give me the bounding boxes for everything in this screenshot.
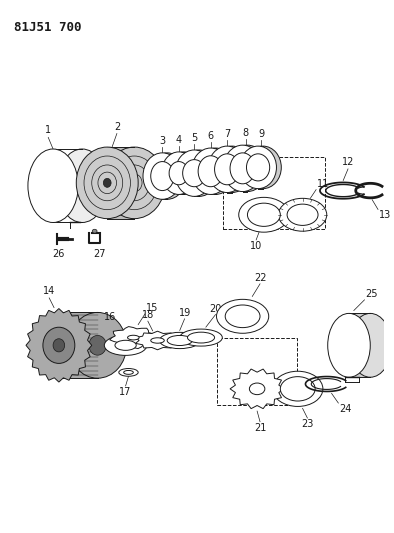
- Ellipse shape: [28, 149, 78, 222]
- Polygon shape: [26, 309, 92, 382]
- Ellipse shape: [57, 149, 107, 222]
- Text: 16: 16: [104, 312, 116, 322]
- Text: 19: 19: [178, 308, 191, 318]
- Ellipse shape: [249, 383, 265, 394]
- Text: 22: 22: [254, 273, 266, 283]
- Ellipse shape: [247, 154, 269, 181]
- Ellipse shape: [287, 204, 318, 225]
- Bar: [223, 157, 325, 229]
- Text: 81J51 700: 81J51 700: [15, 21, 82, 34]
- Text: 4: 4: [176, 135, 182, 145]
- Text: 8: 8: [242, 128, 249, 139]
- Ellipse shape: [151, 161, 174, 191]
- Ellipse shape: [143, 153, 182, 199]
- Ellipse shape: [188, 332, 215, 343]
- Ellipse shape: [280, 377, 315, 401]
- Ellipse shape: [162, 152, 196, 195]
- Ellipse shape: [148, 153, 186, 199]
- Ellipse shape: [230, 153, 255, 184]
- Text: 18: 18: [142, 310, 154, 320]
- Ellipse shape: [43, 327, 75, 364]
- Ellipse shape: [213, 146, 251, 192]
- Ellipse shape: [239, 197, 289, 232]
- Ellipse shape: [169, 161, 188, 185]
- Text: 21: 21: [254, 423, 266, 433]
- Ellipse shape: [160, 333, 200, 349]
- Text: 14: 14: [43, 286, 55, 296]
- Ellipse shape: [151, 338, 164, 343]
- Text: 10: 10: [250, 241, 262, 251]
- Ellipse shape: [92, 229, 97, 233]
- Ellipse shape: [124, 370, 133, 374]
- Ellipse shape: [53, 339, 65, 352]
- Text: 13: 13: [379, 211, 391, 221]
- Ellipse shape: [215, 154, 240, 185]
- Text: 23: 23: [301, 419, 314, 429]
- Polygon shape: [136, 331, 180, 350]
- Ellipse shape: [128, 335, 139, 340]
- Ellipse shape: [167, 335, 192, 345]
- Ellipse shape: [208, 146, 247, 192]
- Bar: [217, 337, 297, 405]
- Text: 7: 7: [224, 130, 230, 139]
- Ellipse shape: [76, 147, 138, 219]
- Text: 2: 2: [114, 122, 120, 132]
- Text: 3: 3: [159, 136, 165, 146]
- Ellipse shape: [228, 145, 267, 191]
- Ellipse shape: [89, 335, 106, 355]
- Ellipse shape: [328, 313, 370, 377]
- Ellipse shape: [196, 148, 235, 195]
- Ellipse shape: [180, 329, 222, 346]
- Ellipse shape: [273, 372, 323, 407]
- Ellipse shape: [69, 312, 126, 378]
- Ellipse shape: [103, 147, 165, 219]
- Ellipse shape: [166, 152, 201, 195]
- Text: 20: 20: [209, 304, 222, 313]
- Polygon shape: [110, 327, 157, 349]
- Ellipse shape: [175, 150, 214, 196]
- Ellipse shape: [119, 368, 138, 376]
- Ellipse shape: [279, 198, 327, 231]
- Ellipse shape: [198, 156, 223, 187]
- Ellipse shape: [103, 179, 111, 187]
- Ellipse shape: [349, 313, 392, 377]
- Text: 5: 5: [191, 133, 197, 143]
- Ellipse shape: [104, 335, 147, 356]
- Text: 9: 9: [258, 130, 264, 139]
- Ellipse shape: [216, 300, 269, 333]
- Text: 15: 15: [146, 303, 158, 313]
- Text: 27: 27: [93, 248, 106, 259]
- Text: 11: 11: [317, 179, 329, 189]
- Ellipse shape: [180, 150, 218, 196]
- Ellipse shape: [183, 160, 206, 187]
- Ellipse shape: [247, 203, 280, 227]
- Text: 17: 17: [119, 387, 132, 397]
- Polygon shape: [230, 369, 284, 409]
- Ellipse shape: [223, 145, 262, 191]
- Ellipse shape: [240, 146, 277, 189]
- Text: 12: 12: [342, 157, 354, 167]
- Text: 1: 1: [45, 125, 51, 135]
- Ellipse shape: [245, 146, 281, 189]
- Text: 25: 25: [365, 289, 378, 299]
- Text: 6: 6: [208, 131, 214, 141]
- Text: 26: 26: [53, 248, 65, 259]
- Ellipse shape: [225, 305, 260, 328]
- Ellipse shape: [191, 148, 230, 195]
- Text: 24: 24: [339, 404, 352, 414]
- Ellipse shape: [115, 340, 136, 350]
